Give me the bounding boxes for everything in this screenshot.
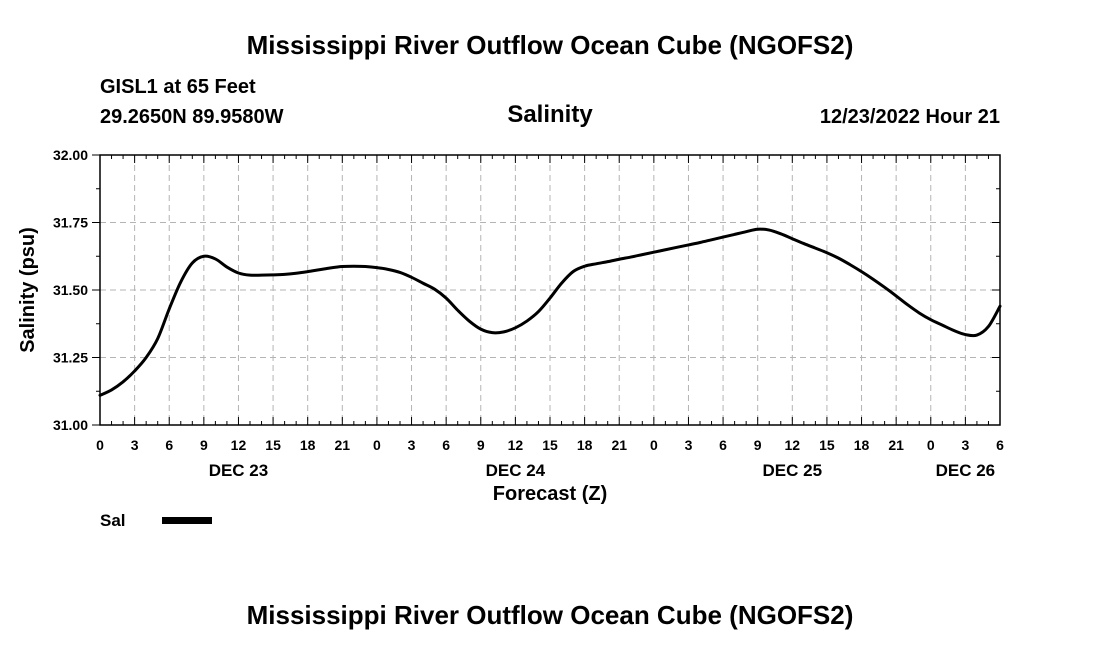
plot-frame [99,154,1001,426]
forecast-timestamp: 12/23/2022 Hour 21 [819,106,1000,128]
chart-main-title: Mississippi River Outflow Ocean Cube (NG… [246,30,854,60]
x-tick-label: 9 [754,437,762,453]
x-tick-label: 6 [719,437,727,453]
x-tick-label: 18 [577,437,593,453]
y-tick-label: 32.00 [53,147,88,163]
x-tick-label: 12 [508,437,524,453]
x-tick-label: 15 [819,437,835,453]
x-tick-label: 3 [685,437,693,453]
series-line-sal [98,227,1002,397]
x-tick-label: 9 [200,437,208,453]
x-tick-label: 6 [165,437,173,453]
x-tick-label: 3 [131,437,139,453]
station-label: GISL1 at 65 Feet [100,76,256,98]
x-tick-label: 6 [442,437,450,453]
x-tick-label: 21 [335,437,351,453]
x-tick-label: 0 [373,437,381,453]
x-tick-label: 0 [927,437,935,453]
y-axis-title: Salinity (psu) [17,227,39,353]
y-tick-label: 31.25 [53,350,88,366]
legend-label-sal: Sal [100,511,126,530]
grid-lines [100,154,1000,425]
day-label: DEC 24 [486,461,546,480]
x-tick-label: 3 [408,437,416,453]
x-tick-label: 12 [231,437,247,453]
x-tick-label: 15 [265,437,281,453]
x-tick-labels: 0 3 6 9 12 15 18 21 0 3 6 9 12 15 18 21 0 3 6 9 12 15 18 21 0 3 6 [96,437,1004,453]
footer-title: Mississippi River Outflow Ocean Cube (NG… [246,600,854,630]
x-tick-label: 21 [611,437,627,453]
y-tick-label: 31.00 [53,417,88,433]
x-axis-title: Forecast (Z) [493,483,607,505]
day-labels: DEC 23 DEC 24 DEC 25 DEC 26 [209,461,995,480]
legend-swatch-sal [162,517,212,524]
day-label: DEC 26 [936,461,996,480]
x-tick-label: 0 [96,437,104,453]
x-tick-label: 6 [996,437,1004,453]
x-tick-label: 18 [300,437,316,453]
y-tick-labels: 31.00 31.25 31.50 31.75 32.00 [53,147,88,433]
day-label: DEC 23 [209,461,269,480]
x-tick-label: 12 [785,437,801,453]
station-coordinates: 29.2650N 89.9580W [100,106,284,128]
variable-label: Salinity [507,101,593,128]
x-tick-label: 0 [650,437,658,453]
y-tick-label: 31.75 [53,215,88,231]
x-tick-label: 9 [477,437,485,453]
x-tick-label: 21 [888,437,904,453]
y-tick-label: 31.50 [53,282,88,298]
x-tick-label: 18 [854,437,870,453]
day-label: DEC 25 [763,461,823,480]
x-tick-label: 15 [542,437,558,453]
x-tick-label: 3 [961,437,969,453]
